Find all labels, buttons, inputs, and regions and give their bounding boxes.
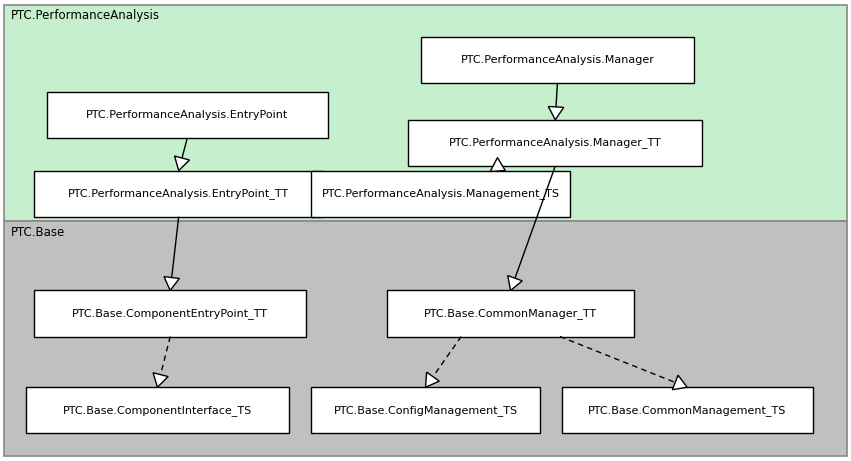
Text: PTC.PerformanceAnalysis.Manager: PTC.PerformanceAnalysis.Manager — [460, 55, 654, 65]
Bar — [562, 387, 813, 433]
Polygon shape — [548, 106, 563, 120]
Polygon shape — [508, 276, 523, 290]
Bar — [47, 92, 328, 138]
Polygon shape — [672, 375, 688, 390]
Bar — [408, 120, 702, 166]
Bar — [387, 290, 634, 337]
Bar — [4, 5, 847, 221]
Bar — [26, 387, 289, 433]
Bar — [311, 171, 570, 217]
Text: PTC.Base.CommonManagement_TS: PTC.Base.CommonManagement_TS — [588, 405, 786, 416]
Text: PTC.Base.ConfigManagement_TS: PTC.Base.ConfigManagement_TS — [334, 405, 517, 416]
Text: PTC.PerformanceAnalysis: PTC.PerformanceAnalysis — [11, 9, 160, 22]
Text: PTC.PerformanceAnalysis.Management_TS: PTC.PerformanceAnalysis.Management_TS — [322, 188, 559, 199]
Polygon shape — [153, 373, 168, 387]
Text: PTC.PerformanceAnalysis.EntryPoint_TT: PTC.PerformanceAnalysis.EntryPoint_TT — [68, 188, 289, 199]
Polygon shape — [490, 158, 505, 171]
Bar — [311, 387, 540, 433]
Text: PTC.Base: PTC.Base — [11, 226, 66, 239]
Text: PTC.PerformanceAnalysis.EntryPoint: PTC.PerformanceAnalysis.EntryPoint — [86, 110, 288, 120]
Bar — [34, 171, 323, 217]
Text: PTC.Base.ComponentEntryPoint_TT: PTC.Base.ComponentEntryPoint_TT — [72, 308, 268, 319]
Text: PTC.Base.ComponentInterface_TS: PTC.Base.ComponentInterface_TS — [63, 405, 252, 416]
Bar — [4, 221, 847, 456]
Bar — [421, 37, 694, 83]
Polygon shape — [164, 277, 180, 290]
Polygon shape — [174, 156, 190, 171]
Bar — [34, 290, 306, 337]
Text: PTC.Base.CommonManager_TT: PTC.Base.CommonManager_TT — [424, 308, 597, 319]
Polygon shape — [426, 372, 439, 387]
Text: PTC.PerformanceAnalysis.Manager_TT: PTC.PerformanceAnalysis.Manager_TT — [448, 137, 661, 148]
